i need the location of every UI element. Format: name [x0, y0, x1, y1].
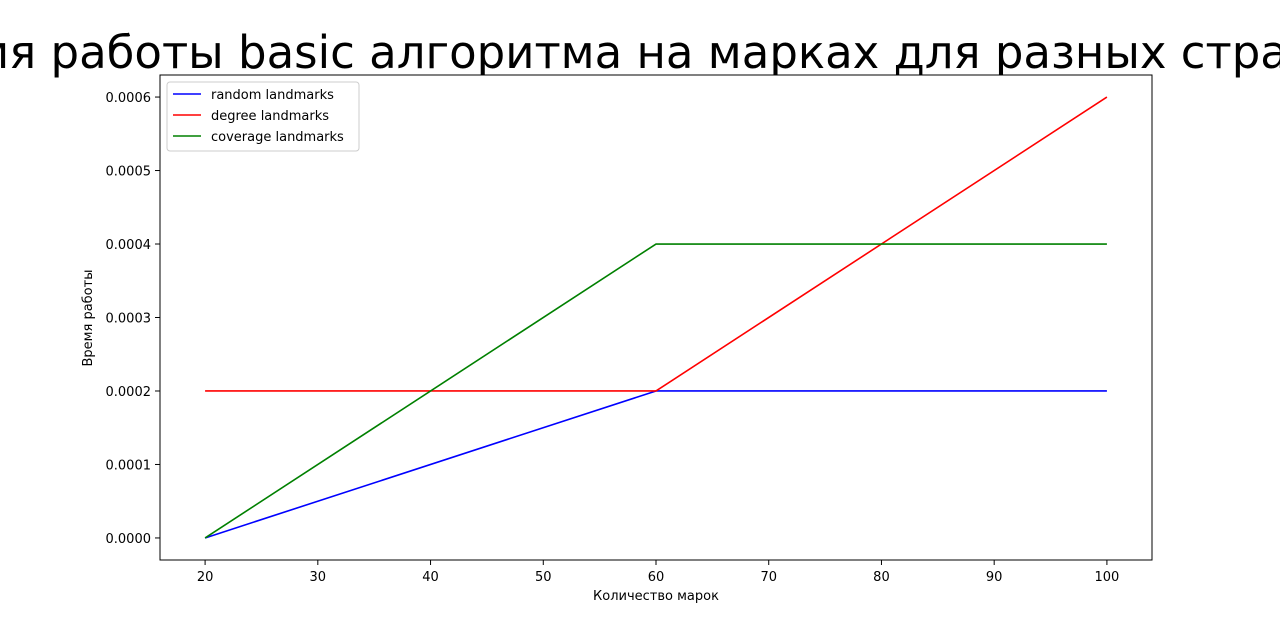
y-tick-label: 0.0000 — [106, 532, 152, 547]
y-tick-label: 0.0006 — [106, 91, 152, 106]
x-tick-label: 90 — [986, 570, 1003, 585]
legend-box — [166, 81, 360, 152]
x-tick-label: 40 — [422, 570, 439, 585]
series-line-coverage — [204, 243, 1107, 539]
x-tick-label: 20 — [197, 570, 214, 585]
legend-label: random landmarks — [211, 88, 334, 103]
y-tick-label: 0.0002 — [106, 385, 152, 400]
legend-label: coverage landmarks — [211, 130, 344, 145]
x-axis-label: Количество марок — [593, 589, 719, 604]
y-tick-label: 0.0001 — [106, 458, 152, 473]
x-axis: 20 30 40 50 60 70 80 90 100 — [197, 560, 1119, 585]
y-axis-label: Время работы — [81, 270, 96, 367]
series-line-degree — [205, 96, 1108, 392]
y-tick-label: 0.0005 — [106, 165, 152, 180]
x-tick-label: 30 — [310, 570, 327, 585]
chart-title: Время работы basic алгоритма на марках д… — [0, 26, 1280, 79]
y-tick-label: 0.0003 — [106, 312, 152, 327]
x-tick-label: 70 — [760, 570, 777, 585]
x-tick-label: 60 — [648, 570, 665, 585]
x-tick-label: 80 — [873, 570, 890, 585]
legend: random landmarks degree landmarks coverage… — [166, 81, 360, 152]
y-axis: 0.0000 0.0001 0.0002 0.0003 0.0004 0.0005 0.00… — [106, 91, 160, 547]
x-tick-label: 100 — [1094, 570, 1119, 585]
legend-label: degree landmarks — [211, 109, 329, 124]
plot-area — [159, 74, 1153, 561]
y-tick-label: 0.0004 — [106, 238, 152, 253]
series-lines — [204, 96, 1108, 539]
x-tick-label: 50 — [535, 570, 552, 585]
